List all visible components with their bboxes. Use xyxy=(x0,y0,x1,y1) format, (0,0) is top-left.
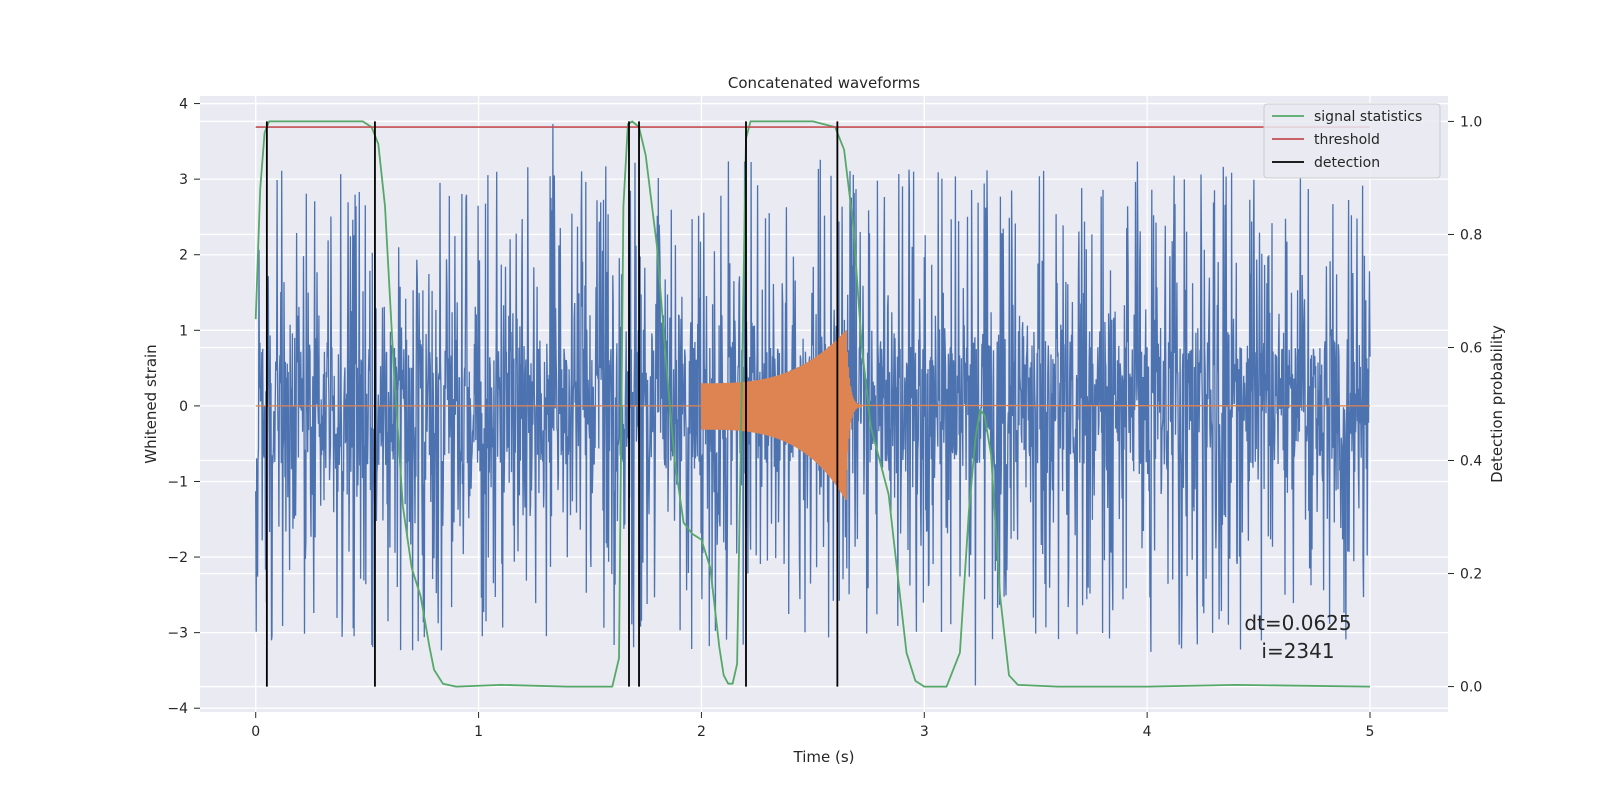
left-axis-ticks: −4 −3 −2 −1 0 1 2 3 4 xyxy=(167,97,200,717)
legend-label-threshold: threshold xyxy=(1314,132,1380,148)
y-tick-label: −4 xyxy=(167,701,188,717)
y2-tick-label: 0.4 xyxy=(1460,454,1482,470)
y-tick-label: 1 xyxy=(179,323,188,339)
chart-title: Concatenated waveforms xyxy=(728,74,920,92)
y2-tick-label: 0.8 xyxy=(1460,227,1482,243)
y-tick-label: 3 xyxy=(179,172,188,188)
series-strain-line xyxy=(255,123,1371,686)
annotation-i: i=2341 xyxy=(1261,639,1334,663)
y-axis-label: Whitened strain xyxy=(142,344,160,463)
x-tick-label: 0 xyxy=(251,724,260,740)
legend-label-detection: detection xyxy=(1314,155,1380,171)
y2-tick-label: 0.6 xyxy=(1460,340,1482,356)
x-tick-label: 1 xyxy=(474,724,483,740)
y2-tick-label: 0.2 xyxy=(1460,567,1482,583)
y2-tick-label: 1.0 xyxy=(1460,114,1482,130)
legend-box xyxy=(1263,103,1441,179)
y-tick-label: −1 xyxy=(167,474,188,490)
right-axis-ticks: 0.0 0.2 0.4 0.6 0.8 1.0 xyxy=(1448,114,1482,696)
plot-layer xyxy=(254,120,1371,688)
x-tick-label: 5 xyxy=(1366,724,1375,740)
series-template-line xyxy=(255,330,1371,501)
legend-label-signal-statistics: signal statistics xyxy=(1314,109,1422,125)
x-axis-ticks: 0 1 2 3 4 5 xyxy=(251,712,1374,740)
legend: signal statistics threshold detection xyxy=(1263,103,1441,179)
y-tick-label: 2 xyxy=(179,248,188,264)
y-tick-label: 0 xyxy=(179,399,188,415)
x-axis-label: Time (s) xyxy=(793,748,855,766)
annotation-dt: dt=0.0625 xyxy=(1244,611,1351,635)
y2-axis-label: Detection probability xyxy=(1488,325,1506,483)
y-tick-label: −3 xyxy=(167,626,188,642)
x-tick-label: 4 xyxy=(1143,724,1152,740)
y-tick-label: −2 xyxy=(167,550,188,566)
x-tick-label: 3 xyxy=(920,724,929,740)
y2-tick-label: 0.0 xyxy=(1460,680,1482,696)
x-tick-label: 2 xyxy=(697,724,706,740)
y-tick-label: 4 xyxy=(179,97,188,113)
series-signal-statistics-line xyxy=(254,120,1371,688)
